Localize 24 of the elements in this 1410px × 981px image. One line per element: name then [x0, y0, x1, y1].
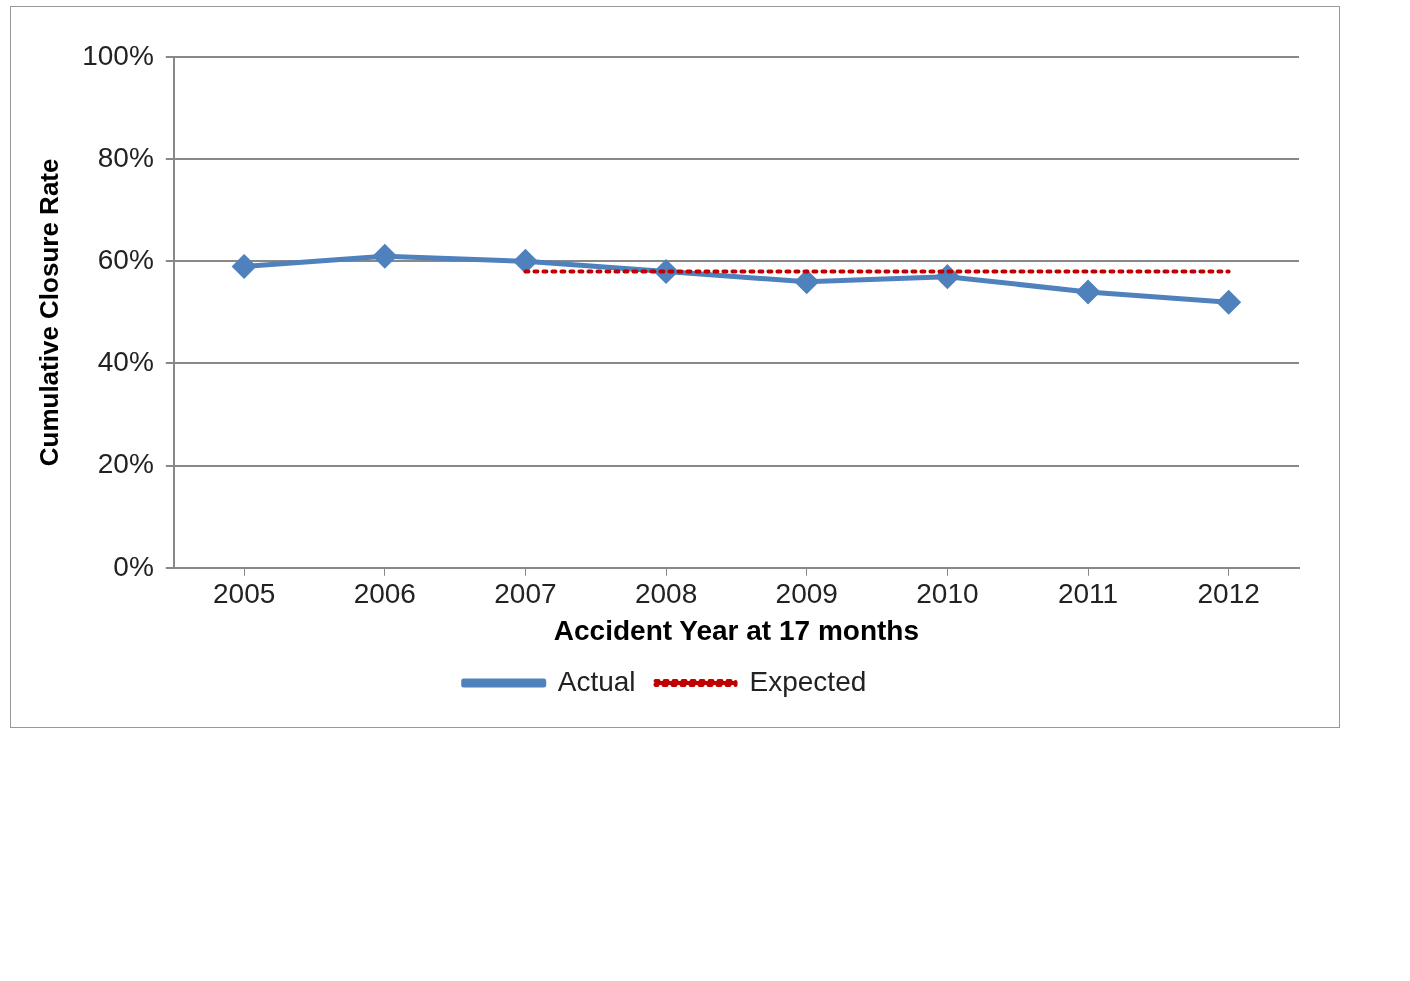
x-tick-label: 2005 [212, 578, 276, 610]
point [232, 254, 256, 278]
y-tick-label: 100% [82, 39, 154, 71]
legend-label: Actual [557, 665, 636, 697]
y-tick-label: 0% [113, 550, 154, 582]
x-tick-label: 2011 [1057, 578, 1119, 610]
point [513, 249, 537, 273]
x-tick-label: 2009 [775, 578, 838, 610]
y-tick-label: 80% [97, 141, 154, 173]
y-axis-title: Cumulative Closure Rate [33, 158, 64, 467]
legend-label: Expected [749, 665, 867, 697]
point [1217, 290, 1241, 314]
point [1076, 280, 1100, 304]
x-axis-title: Accident Year at 17 months [553, 614, 919, 646]
point [795, 270, 819, 294]
x-tick-label: 2010 [916, 578, 979, 610]
x-tick-label: 2012 [1197, 578, 1260, 610]
x-tick-label: 2007 [494, 578, 557, 610]
point [373, 244, 397, 268]
y-tick-label: 40% [97, 346, 154, 378]
y-tick-label: 60% [97, 244, 154, 276]
x-tick-label: 2008 [634, 578, 698, 610]
y-tick-label: 20% [97, 448, 154, 480]
x-tick-label: 2006 [353, 578, 416, 610]
